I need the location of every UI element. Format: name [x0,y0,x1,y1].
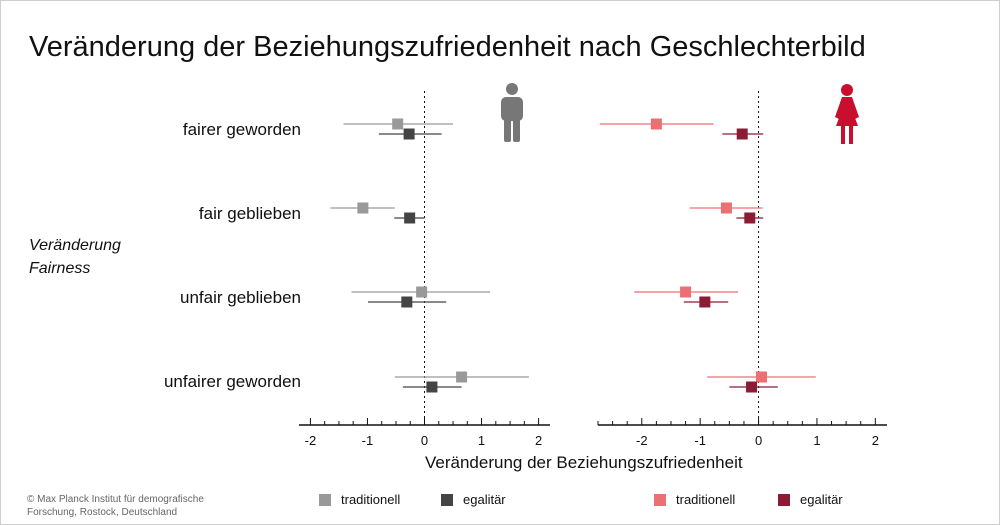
men-egalitaer-point [404,212,416,224]
women-egalitaer-point [736,128,748,140]
y-axis-label-line-2: Fairness [29,260,91,277]
credit-text: © Max Planck Institut für demografische … [27,493,204,519]
x-axis-label: Veränderung der Beziehungszufriedenheit [425,453,743,472]
credit-line-2: Forschung, Rostock, Deutschland [27,507,178,518]
category-label-unfairer-geworden: unfairer geworden [163,372,301,391]
legend-swatch-men-traditionell [319,493,331,506]
women-egalitaer-point [744,212,756,224]
y-axis-label-line-1: Veränderung [29,237,121,254]
women-traditionell-point [755,371,767,383]
legend-label-women-traditionell: traditionell [676,492,736,507]
men-egalitaer-point [401,296,413,308]
women-egalitaer-point [699,296,711,308]
category-label-unfair-geblieben: unfair geblieben [180,288,301,307]
men-traditionell-point [392,118,404,130]
women-x-tick-label: -2 [636,433,648,448]
men-egalitaer-point [403,128,415,140]
women-x-tick-label: 0 [755,433,762,448]
women-traditionell-point [650,118,662,130]
women-x-tick-label: -1 [694,433,706,448]
credit-line-1: © Max Planck Institut für demografische [27,494,204,505]
women-egalitaer-point [746,381,758,393]
men-x-tick-label: 1 [478,433,485,448]
men-x-tick-label: 2 [535,433,542,448]
men-x-tick-label: -2 [305,433,317,448]
legend-item-men-traditionell: traditionell [319,492,400,507]
legend-label-women-egalitaer: egalitär [800,492,843,507]
men-x-tick-label: -1 [362,433,374,448]
men-egalitaer-point [426,381,438,393]
men-x-tick-label: 0 [421,433,428,448]
women-x-tick-label: 2 [872,433,879,448]
woman-icon [835,84,859,144]
legend-swatch-women-egalitaer [778,493,790,506]
category-label-fair-geblieben: fair geblieben [198,204,301,223]
women-traditionell-point [680,286,692,298]
legend-item-women-traditionell: traditionell [654,492,735,507]
legend-label-men-egalitaer: egalitär [463,492,506,507]
women-traditionell-point [720,202,732,214]
men-traditionell-point [456,371,468,383]
chart-title: Veränderung der Beziehungszufriedenheit … [29,31,866,63]
man-icon [501,83,523,142]
legend-label-men-traditionell: traditionell [341,492,401,507]
men-traditionell-point [357,202,369,214]
legend-item-women-egalitaer: egalitär [778,492,843,507]
men-traditionell-point [416,286,428,298]
category-label-fairer-geworden: fairer geworden [182,120,301,139]
legend-item-men-egalitaer: egalitär [441,492,506,507]
women-x-tick-label: 1 [813,433,820,448]
legend-swatch-women-traditionell [654,493,666,506]
legend-swatch-men-egalitaer [441,493,453,506]
